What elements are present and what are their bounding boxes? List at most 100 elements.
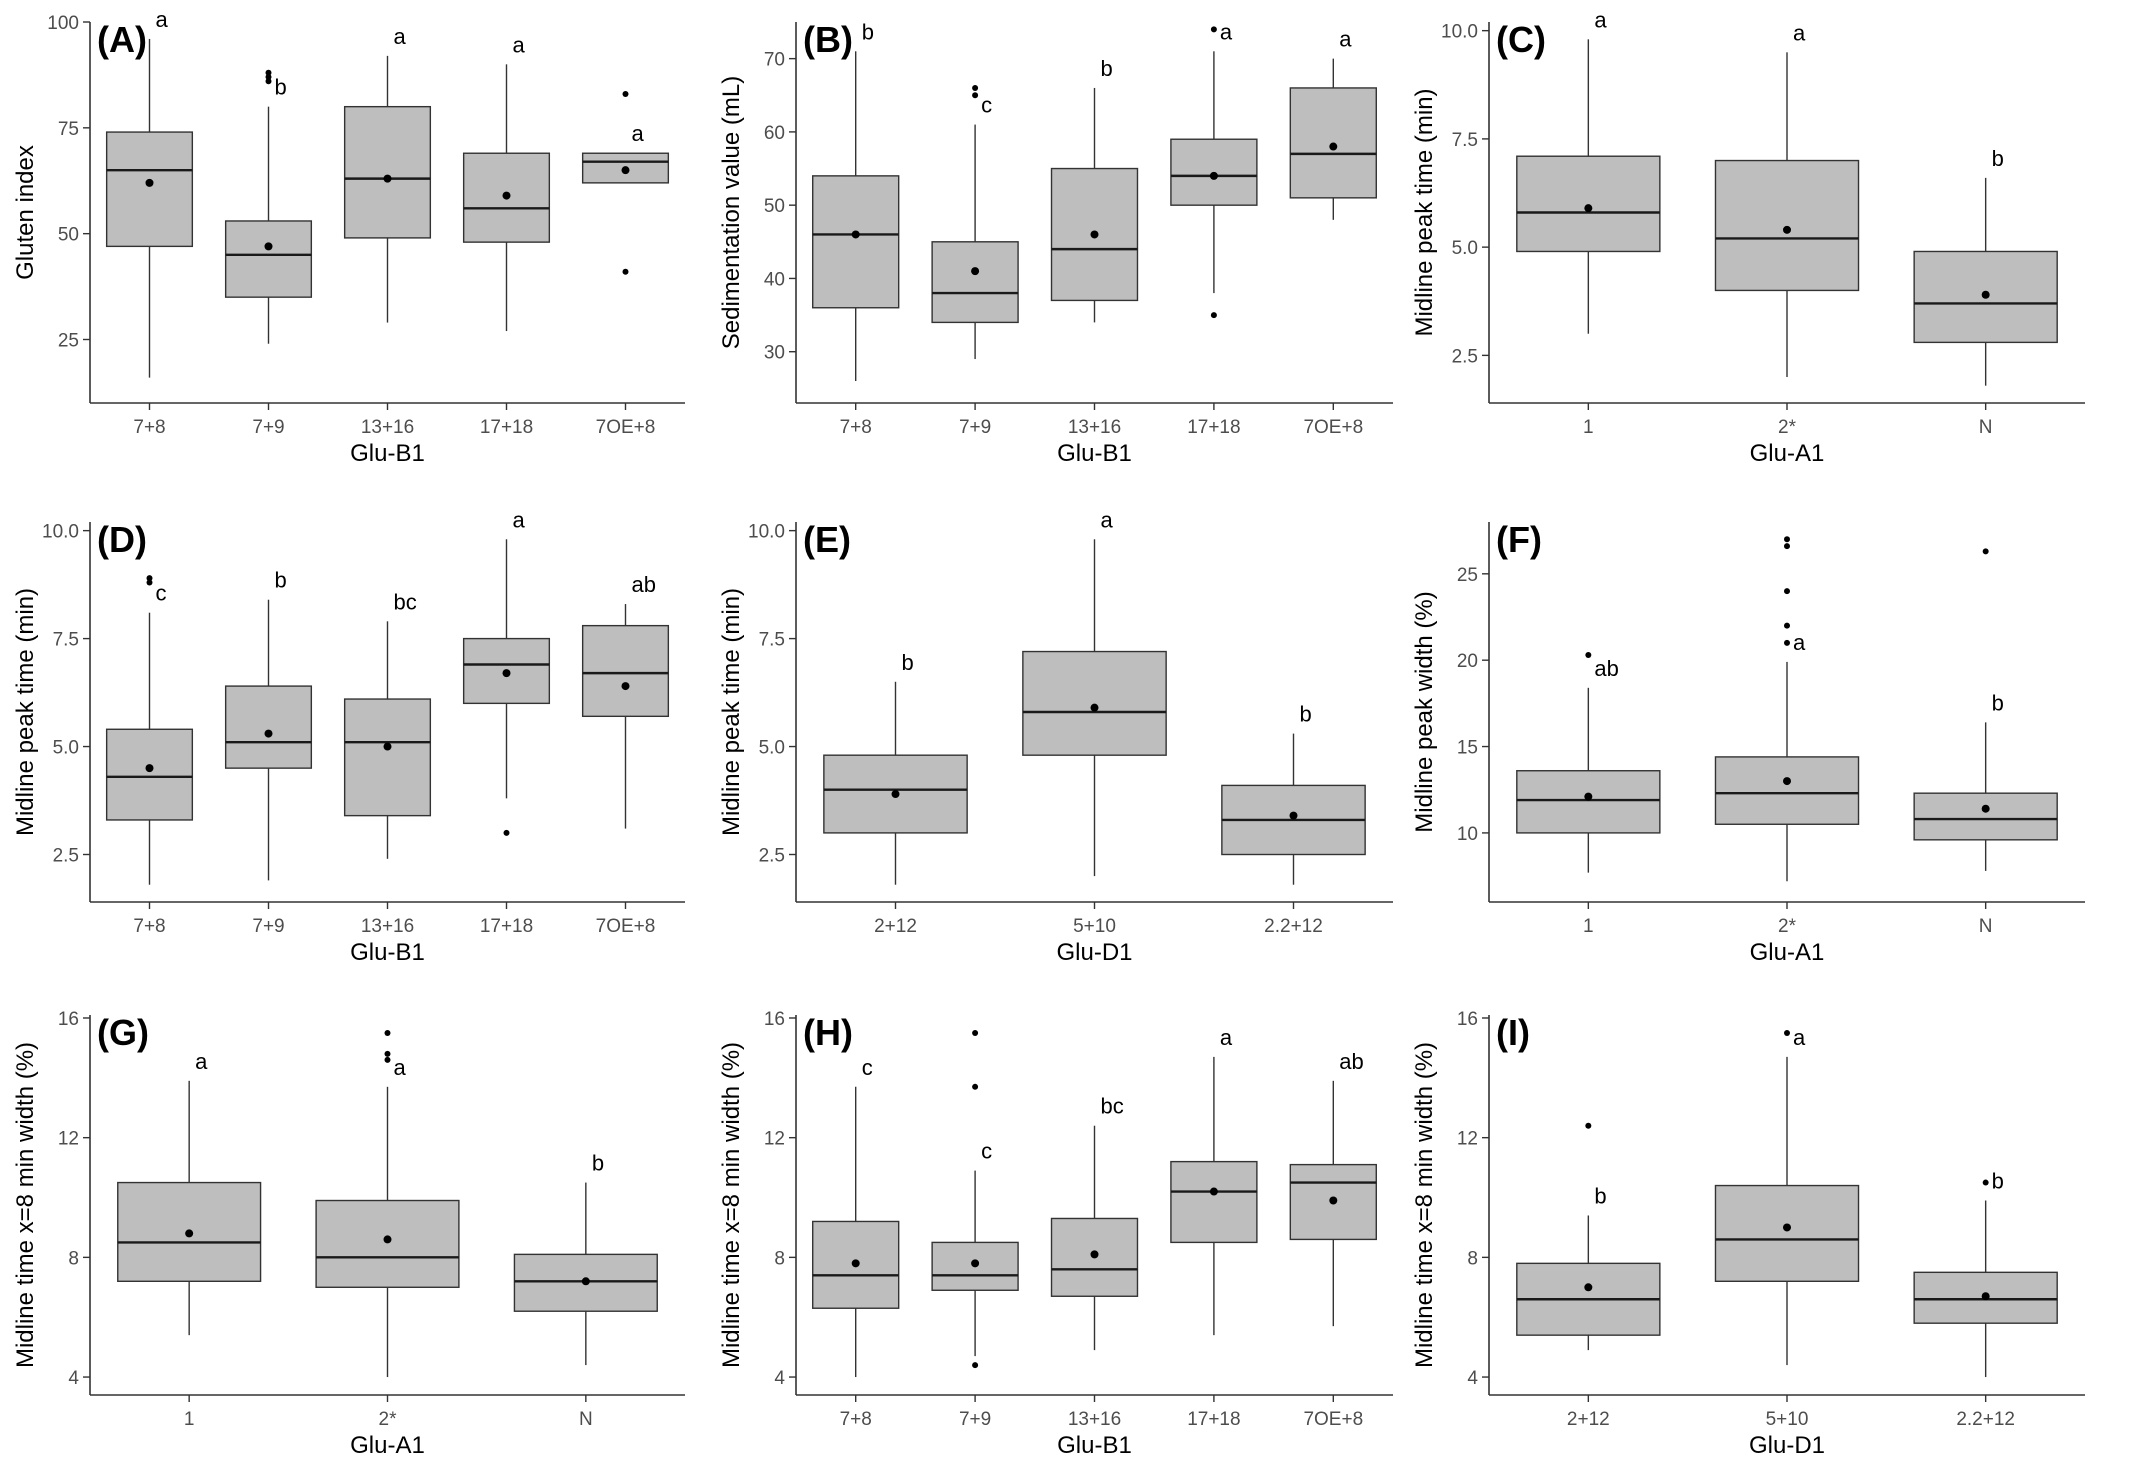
panel-f: 10 15 20 25 1 2* N Glu-A1 Midline peak width (%)… [1411,519,2085,966]
significance-letter: a [1220,1025,1233,1050]
iqr-box [1714,159,1860,292]
box-7+8: a [105,7,194,378]
y-tick-label: 2.5 [1452,346,1478,367]
iqr-box [1714,756,1860,825]
significance-letter: c [981,1139,992,1164]
significance-letter: ab [1339,1049,1363,1074]
x-tick-label: 5+10 [1073,916,1116,937]
x-axis-title: Glu-A1 [1750,440,1825,467]
mean-point [971,267,980,276]
outlier-point [384,1050,391,1057]
outlier-point [503,829,510,836]
x-tick-label: N [579,1409,593,1430]
y-axis-title: Midline time x=8 min width (%) [718,1042,745,1368]
x-tick-label: 2.2+12 [1264,916,1323,937]
mean-point [383,742,392,751]
x-tick-label: 17+18 [1187,417,1240,438]
box-7+9: c [931,84,1019,360]
box-7+9: b [224,69,313,344]
mean-point [1981,804,1990,813]
box-2+12: b [1516,1122,1661,1351]
iqr-box [1022,650,1167,756]
x-tick-label: 17+18 [480,916,533,937]
mean-point [891,790,900,799]
iqr-box [1913,792,2058,841]
iqr-box [1516,155,1661,253]
outlier-point [1784,543,1790,550]
significance-letter: a [1101,507,1114,532]
panel-g: 4 8 12 16 1 2* N Glu-A1 Midline time x=8 min wid… [12,1009,685,1459]
y-tick-label: 20 [1457,651,1478,672]
x-axis-title: Glu-B1 [1057,1432,1132,1459]
x-axis-title: Glu-B1 [1057,440,1132,467]
box-2.2+12: b [1913,1169,2058,1378]
outlier-point [972,1029,979,1036]
panel-label: (B) [803,19,853,60]
significance-letter: a [394,24,407,49]
box-13+16: a [343,24,432,323]
panel-b: 30 40 50 60 70 7+8 7+9 13+16 17+18 7OE+8 Glu-B1 Sed… [718,19,1393,467]
box-17+18: a [1170,1025,1258,1336]
significance-letter: a [1339,27,1352,52]
x-axis-title: Glu-A1 [350,1432,425,1459]
box-7OE+8: a [581,90,670,275]
outlier-point [1982,1179,1989,1186]
y-tick-label: 50 [58,225,79,246]
outlier-point [1585,652,1592,658]
outlier-point [622,268,629,275]
box-13+16: b [1050,56,1139,323]
mean-point [1329,142,1338,151]
mean-point [1584,204,1593,213]
significance-letter: b [275,568,287,593]
y-axis-title: Midline peak width (%) [1411,591,1438,832]
outlier-point [972,84,979,91]
outlier-point [146,579,153,586]
y-axis-title: Midline time x=8 min width (%) [1411,1042,1438,1368]
panel-label: (I) [1496,1012,1530,1053]
box-1: a [1516,7,1661,334]
y-tick-label: 75 [58,119,79,140]
y-tick-label: 100 [47,13,79,34]
significance-letter: a [513,32,526,57]
x-tick-label: 7+9 [252,417,284,438]
box-17+18: a [462,507,551,836]
x-tick-label: 2+12 [874,916,917,937]
y-tick-label: 7.5 [1452,130,1478,151]
box-2*: a [315,1029,460,1378]
panel-label: (G) [97,1012,149,1053]
x-tick-label: 7OE+8 [596,916,656,937]
mean-point [383,174,392,183]
y-tick-label: 5.0 [53,738,79,759]
x-tick-label: 5+10 [1766,1409,1809,1430]
x-tick-label: 17+18 [480,417,533,438]
x-tick-label: N [1979,916,1993,937]
outlier-point [1210,26,1217,33]
significance-letter: b [1594,1183,1606,1208]
significance-letter: a [1594,7,1607,32]
x-tick-label: 7+8 [840,1409,872,1430]
significance-letter: a [394,1055,407,1080]
iqr-box [462,637,551,705]
outlier-point [972,92,979,99]
box-5+10: a [1022,507,1167,877]
y-tick-label: 10.0 [42,522,79,543]
outlier-point [1784,588,1790,595]
y-tick-label: 25 [58,331,79,352]
y-tick-label: 16 [1457,1009,1478,1030]
mean-point [1209,171,1218,180]
significance-letter: ab [632,572,656,597]
x-tick-label: 7+8 [133,916,165,937]
outlier-point [972,1083,979,1090]
mean-point [1090,230,1099,239]
mean-point [1783,225,1791,234]
x-tick-label: 2* [1778,916,1797,937]
significance-letter: a [1220,19,1233,44]
box-2+12: b [823,650,968,885]
iqr-box [1516,770,1661,834]
y-tick-label: 15 [1457,738,1478,759]
significance-letter: c [862,1055,873,1080]
mean-point [1329,1196,1338,1205]
outlier-point [265,78,272,85]
x-tick-label: 7OE+8 [1303,417,1363,438]
significance-letter: b [275,75,287,100]
